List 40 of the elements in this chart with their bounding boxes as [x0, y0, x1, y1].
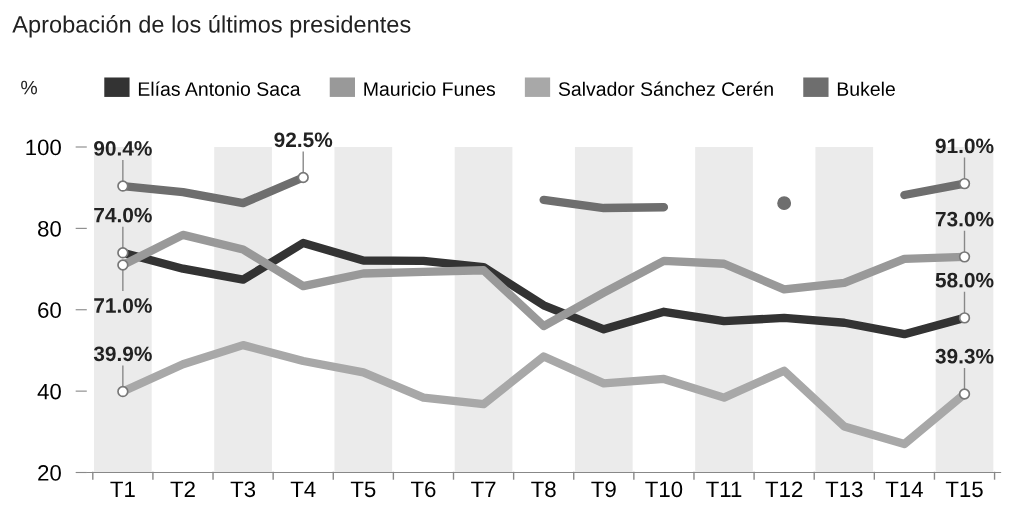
x-tick-label: T3	[230, 481, 256, 498]
x-tick-label: T12	[765, 481, 803, 497]
point	[958, 177, 971, 190]
point	[958, 251, 971, 263]
y-tick-label: 100	[26, 139, 61, 156]
data-label: 39.9%	[93, 346, 152, 362]
y-tick-label: 20	[38, 465, 61, 481]
point	[297, 171, 309, 184]
chart-title: Aprobación de los últimos presidentes	[12, 15, 411, 38]
x-tick-label: T11	[706, 481, 742, 497]
data-label: 74.0%	[94, 207, 152, 223]
data-label: 90.4%	[94, 140, 152, 156]
x-tick-label: T5	[350, 481, 376, 498]
y-tick-label: 60	[38, 302, 61, 319]
legend-label: Bukele	[837, 81, 895, 96]
x-tick-label: T14	[885, 481, 923, 497]
y-tick-label: 40	[37, 383, 61, 400]
x-tick-label: T15	[945, 481, 983, 498]
point	[117, 259, 129, 271]
x-tick-label: T9	[591, 481, 616, 498]
x-tick-label: T13	[825, 481, 863, 498]
data-label: 39.3%	[935, 348, 994, 364]
data-label: 71.0%	[94, 298, 152, 313]
x-tick-label: T6	[410, 481, 436, 498]
x-tick-label: T10	[645, 481, 683, 498]
data-label: 91.0%	[935, 138, 994, 154]
legend-label: Mauricio Funes	[364, 81, 496, 96]
data-label: 58.0%	[935, 272, 994, 288]
x-tick-label: T4	[290, 481, 316, 497]
x-tick-label: T1	[110, 481, 135, 497]
legend-label: Salvador Sánchez Cerén	[558, 81, 773, 96]
data-label: 73.0%	[935, 211, 994, 227]
x-tick-label: T2	[170, 481, 195, 497]
y-axis-title: %	[21, 80, 38, 95]
x-tick-label: T8	[531, 481, 556, 498]
x-tick-label: T7	[471, 481, 496, 497]
y-tick-label: 80	[38, 220, 61, 237]
data-label: 92.5%	[274, 132, 333, 148]
legend-label: Elías Antonio Saca	[138, 81, 301, 96]
point	[117, 180, 129, 192]
